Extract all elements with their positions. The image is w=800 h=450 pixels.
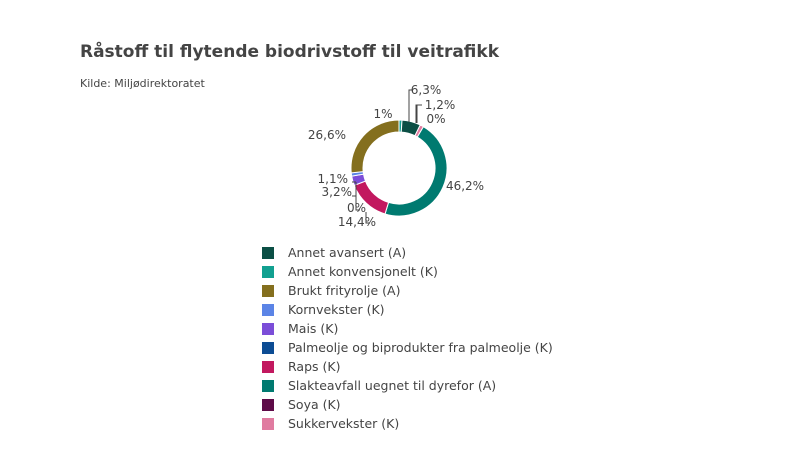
legend-label: Sukkervekster (K) xyxy=(288,416,400,431)
slice-label: 0% xyxy=(426,112,445,126)
legend-swatch xyxy=(262,417,274,430)
legend-item[interactable]: Palmeolje og biprodukter fra palmeolje (… xyxy=(262,338,553,357)
leader-line xyxy=(408,89,413,122)
legend-item[interactable]: Slakteavfall uegnet til dyrefor (A) xyxy=(262,376,553,395)
leader-line xyxy=(352,182,357,197)
legend-label: Mais (K) xyxy=(288,321,339,336)
chart-title: Råstoff til flytende biodrivstoff til ve… xyxy=(80,42,500,62)
legend-label: Kornvekster (K) xyxy=(288,302,385,317)
slice-label: 0% xyxy=(347,201,366,215)
legend-swatch xyxy=(262,341,274,354)
legend-label: Slakteavfall uegnet til dyrefor (A) xyxy=(288,378,497,393)
legend-swatch xyxy=(262,246,274,259)
legend-label: Annet avansert (A) xyxy=(288,245,407,260)
legend: Annet avansert (A) Annet konvensjonelt (K… xyxy=(262,243,553,433)
legend-swatch xyxy=(262,379,274,392)
legend-swatch xyxy=(262,322,274,335)
legend-item[interactable]: Annet konvensjonelt (K) xyxy=(262,262,553,281)
slice-label: 46,2% xyxy=(446,179,484,193)
legend-swatch xyxy=(262,265,274,278)
legend-item[interactable]: Raps (K) xyxy=(262,357,553,376)
legend-swatch xyxy=(262,398,274,411)
legend-label: Annet konvensjonelt (K) xyxy=(288,264,438,279)
legend-item[interactable]: Mais (K) xyxy=(262,319,553,338)
leader-line xyxy=(416,104,422,123)
legend-label: Brukt frityrolje (A) xyxy=(288,283,401,298)
legend-swatch xyxy=(262,303,274,316)
slice-label: 6,3% xyxy=(411,83,442,97)
legend-label: Soya (K) xyxy=(288,397,341,412)
slice-label: 1% xyxy=(373,107,392,121)
donut-chart: 1%6,3%1,2%0%46,2%14,4%0%3,2%1,1%26,6% xyxy=(308,83,484,229)
legend-item[interactable]: Sukkervekster (K) xyxy=(262,414,553,433)
slice-2[interactable] xyxy=(350,119,400,174)
legend-item[interactable]: Soya (K) xyxy=(262,395,553,414)
legend-item[interactable]: Kornvekster (K) xyxy=(262,300,553,319)
legend-item[interactable]: Annet avansert (A) xyxy=(262,243,553,262)
legend-swatch xyxy=(262,284,274,297)
leader-line xyxy=(365,212,370,224)
slice-7[interactable] xyxy=(384,125,448,217)
slice-label: 14,4% xyxy=(338,215,376,229)
slice-label: 1,1% xyxy=(318,172,349,186)
slice-label: 1,2% xyxy=(425,98,456,112)
slice-label: 26,6% xyxy=(308,128,346,142)
legend-item[interactable]: Brukt frityrolje (A) xyxy=(262,281,553,300)
legend-swatch xyxy=(262,360,274,373)
slice-label: 3,2% xyxy=(322,185,353,199)
chart-source: Kilde: Miljødirektoratet xyxy=(80,77,205,90)
legend-label: Raps (K) xyxy=(288,359,341,374)
legend-label: Palmeolje og biprodukter fra palmeolje (… xyxy=(288,340,553,355)
